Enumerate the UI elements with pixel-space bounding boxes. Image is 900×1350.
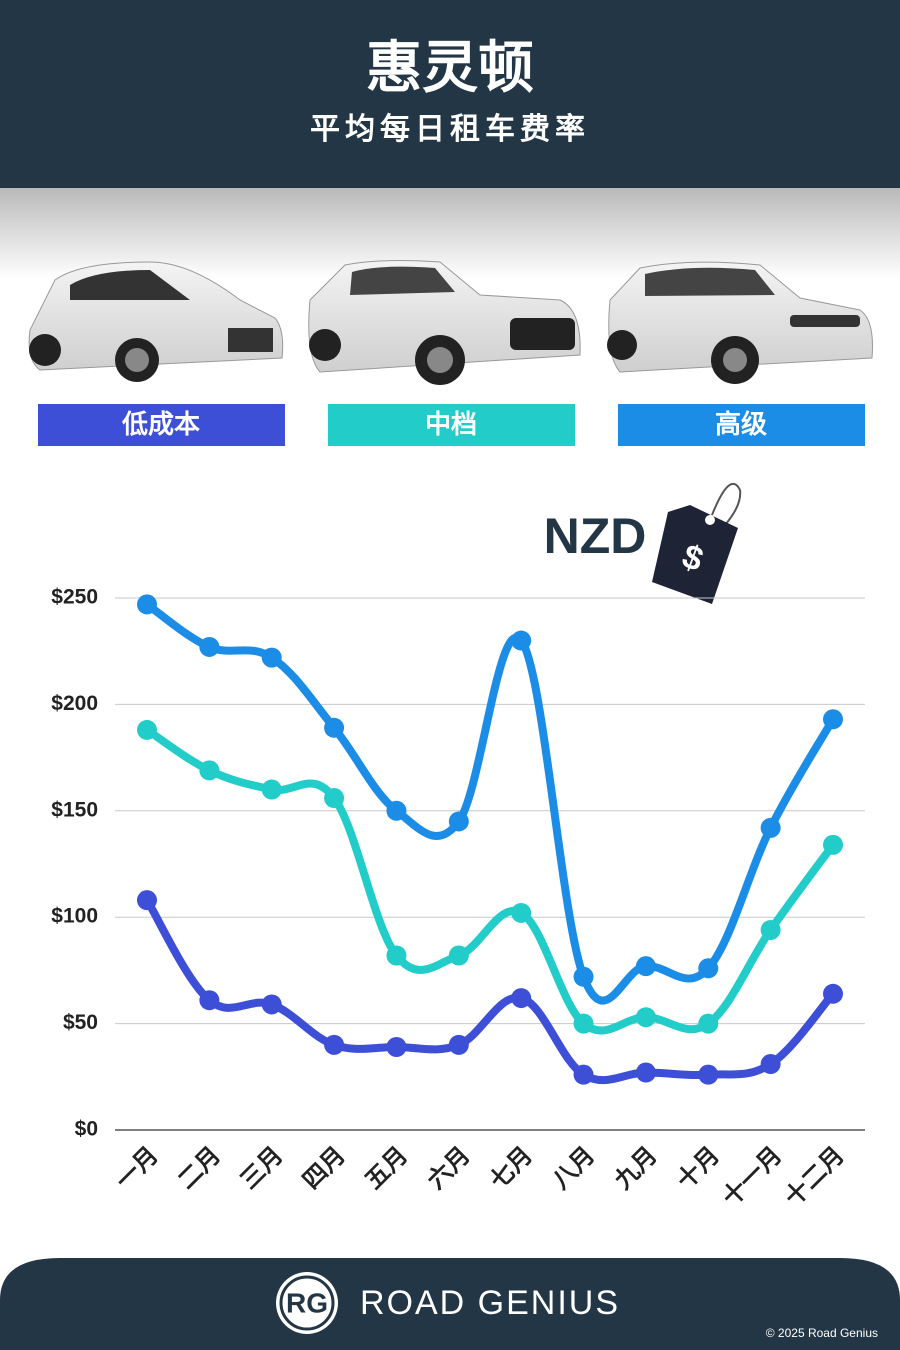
car-midsize [308,260,581,385]
data-point [635,1007,656,1028]
x-tick-label: 十月 [672,1142,725,1195]
legend-label: 中档 [425,409,477,439]
x-tick-label: 七月 [485,1142,538,1195]
y-tick-label: $50 [63,1011,98,1034]
data-point [199,760,220,781]
data-point [199,636,220,657]
data-point [448,1034,469,1055]
x-tick-label: 六月 [423,1142,476,1195]
data-point [698,1013,719,1034]
data-point [324,788,345,809]
x-tick-label: 八月 [547,1142,600,1195]
data-point [760,817,781,838]
logo-circle [276,1272,338,1334]
data-point [261,779,282,800]
legend: 低成本 中档 高级 [38,404,865,446]
car-economy [28,261,284,382]
data-point [324,717,345,738]
data-point [760,919,781,940]
data-point [511,902,532,923]
legend-label: 高级 [715,409,767,439]
x-tick-label: 一月 [111,1142,164,1195]
data-point [760,1054,781,1075]
x-tick-label: 十二月 [780,1142,850,1212]
data-point [261,647,282,668]
copyright: © 2025 Road Genius [766,1326,878,1340]
legend-swatch [618,404,865,446]
data-point [635,1062,656,1083]
data-point [698,958,719,979]
footer-band [0,1258,900,1350]
data-point [511,988,532,1009]
data-point [573,1064,594,1085]
logo-text: RG [286,1287,328,1318]
y-tick-label: $250 [51,586,98,609]
subtitle: 平均每日租车费率 [310,112,590,146]
data-point [448,945,469,966]
plot-area: $0$50$100$150$200$250一月 二月 三月 四月 五月 六月 七月 八月 九月十… [51,586,865,1212]
data-point [137,719,157,740]
series-line [143,600,837,1005]
legend-label: 低成本 [121,409,200,439]
title: 惠灵顿 [366,36,534,99]
price-tag: $ [652,483,742,604]
data-point [448,811,469,832]
data-point [324,1034,345,1055]
series-line [143,725,837,1035]
data-point [137,890,157,911]
data-point [823,834,843,855]
y-tick-label: $0 [75,1118,98,1141]
y-tick-label: $150 [51,798,98,821]
data-point [199,990,220,1011]
data-point [698,1064,719,1085]
data-point [386,1037,407,1058]
data-point [823,983,843,1004]
x-tick-label: 九月 [609,1142,663,1196]
y-tick-label: $100 [51,905,98,928]
header-band [0,0,900,188]
y-tick-label: $200 [51,692,98,715]
logo-ring [279,1275,335,1331]
legend-swatch [328,404,575,446]
data-point [386,800,407,821]
x-tick-label: 十一月 [717,1142,787,1212]
data-point [386,945,407,966]
data-point [511,630,532,651]
x-tick-label: 二月 [173,1142,226,1195]
data-point [261,994,282,1015]
x-tick-label: 五月 [360,1142,413,1195]
x-tick-label: 三月 [235,1142,288,1195]
car-premium [607,261,873,384]
data-point [823,709,843,730]
x-tick-label: 四月 [298,1142,351,1195]
data-point [635,956,656,977]
legend-swatch [38,404,285,446]
data-point [573,966,594,987]
data-point [137,594,157,615]
currency-note: NZD [544,508,647,564]
brand: ROAD GENIUS [360,1284,620,1322]
data-point [573,1013,594,1034]
